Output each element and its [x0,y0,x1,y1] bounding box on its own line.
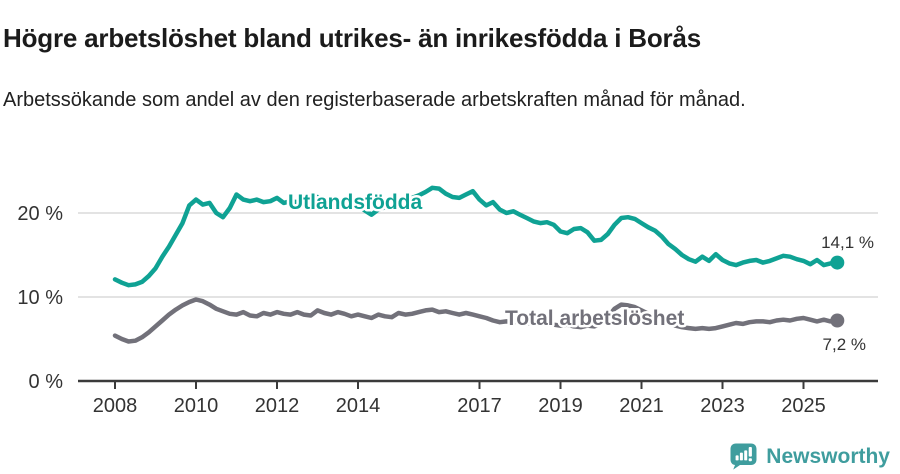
newsworthy-wordmark: Newsworthy [766,444,890,468]
y-tick-label-20: 20 % [17,203,63,225]
x-axis-tick-label: 2019 [538,395,583,417]
newsworthy-logo[interactable]: Newsworthy [730,443,890,470]
end-dots-group [830,255,845,328]
newsworthy-bubble-chart-icon [730,443,757,470]
line-total-arbetsloshet [112,297,840,344]
series-label-total-arbetsloshet: Total arbetslöshet [505,307,684,330]
x-axis-tick-label: 2012 [255,395,300,417]
x-axis-tick-label: 2025 [781,395,826,417]
page-title: Högre arbetslöshet bland utrikes- än inr… [3,23,701,54]
end-dot-utlandsfodda [830,255,845,270]
exclamation-stem [748,447,753,457]
x-axis-tick-label: 2014 [336,395,381,417]
y-tick-label-10: 10 % [17,287,63,309]
end-dot-total-arbetsloshet [830,313,845,328]
end-value-label-total: 7,2 % [823,335,866,354]
x-axis-tick-label: 2010 [174,395,219,417]
series-label-utlandsfodda: Utlandsfödda [288,191,422,214]
bar-large [744,450,748,461]
end-value-label-utlandsfodda: 14,1 % [821,233,874,252]
page-subtitle: Arbetssökande som andel av den registerb… [3,89,746,111]
series-lines-group [112,185,840,344]
speech-bubble-shape [730,443,757,470]
x-axis-tick-label: 2021 [619,395,664,417]
bar-small [735,455,739,461]
y-tick-label-0: 0 % [29,371,64,393]
line-utlandsfodda [112,185,840,288]
x-axis-tick-label: 2008 [93,395,138,417]
x-axis-ticks-group: 2008 2010 2012 2014 2017 2019 2021 2023 2025 [93,381,826,417]
exclamation-dot [748,458,753,462]
bar-medium [740,452,744,461]
x-axis-tick-label: 2023 [700,395,745,417]
x-axis-tick-label: 2017 [457,395,502,417]
